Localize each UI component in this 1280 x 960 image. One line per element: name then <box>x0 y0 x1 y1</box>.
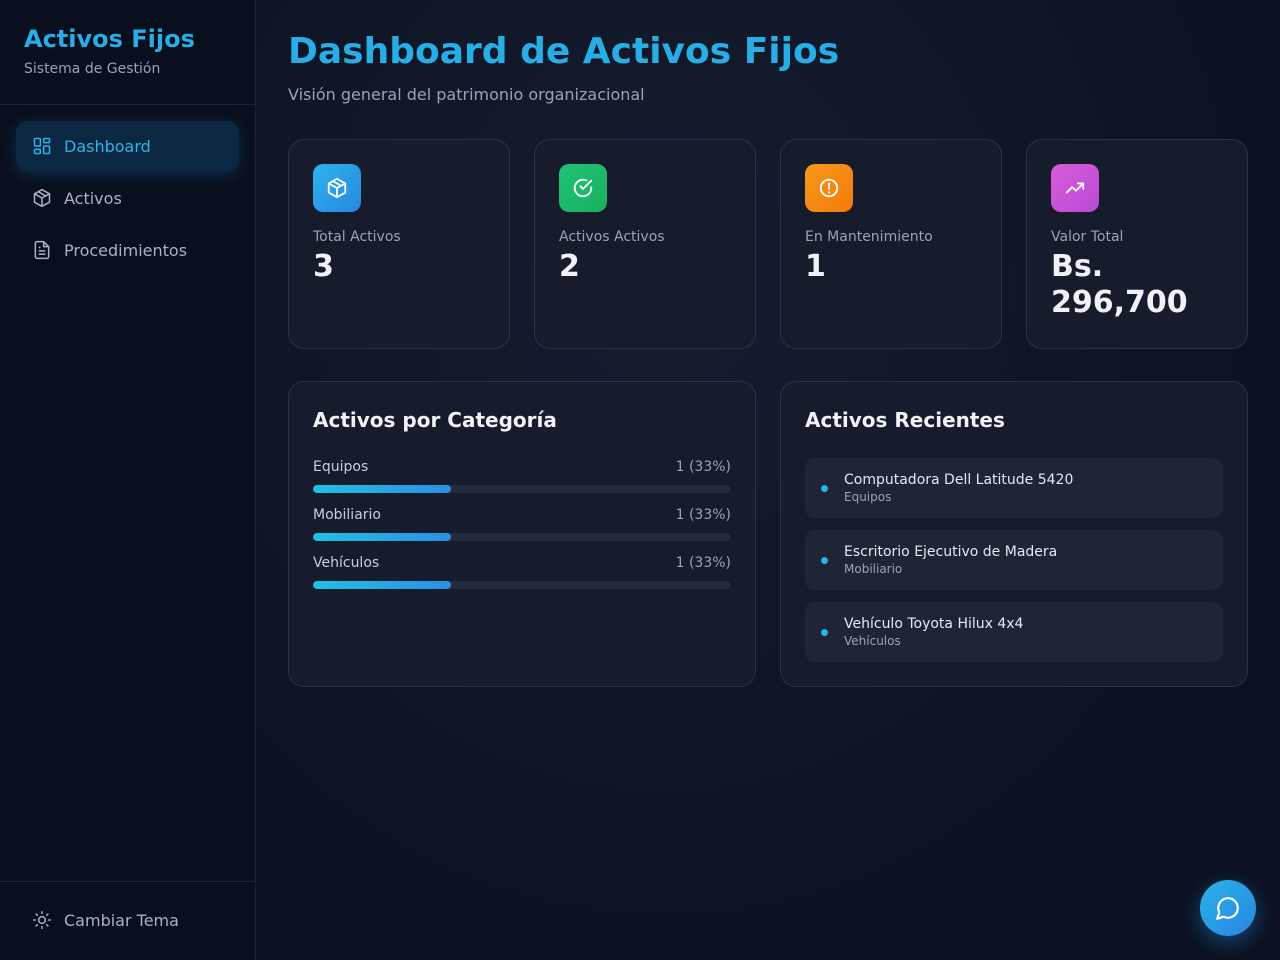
stat-label: En Mantenimiento <box>805 229 933 245</box>
stat-card-valor: Valor Total Bs. 296,700 <box>1026 139 1248 349</box>
sidebar-item-dashboard[interactable]: Dashboard <box>16 121 239 171</box>
stat-card-total: Total Activos 3 <box>288 139 510 349</box>
recent-list: Computadora Dell Latitude 5420 Equipos E… <box>805 458 1223 662</box>
category-progress-fill <box>313 581 451 589</box>
stats-row: Total Activos 3 Activos Activos 2 <box>288 139 1248 349</box>
category-progress-bar <box>313 581 731 589</box>
asset-name: Escritorio Ejecutivo de Madera <box>844 544 1058 560</box>
status-dot <box>821 556 828 564</box>
page-subtitle: Visión general del patrimonio organizaci… <box>288 85 645 104</box>
stat-card-activos: Activos Activos 2 <box>534 139 756 349</box>
recent-asset-item[interactable]: Computadora Dell Latitude 5420 Equipos <box>805 458 1223 518</box>
sidebar: Activos Fijos Sistema de Gestión Dashboa… <box>0 0 256 960</box>
category-progress-fill <box>313 533 451 541</box>
category-list: Equipos 1 (33%) Mobiliario 1 (33%) <box>313 459 731 589</box>
stat-label: Total Activos <box>313 229 401 245</box>
recent-asset-item[interactable]: Escritorio Ejecutivo de Madera Mobiliari… <box>805 530 1223 590</box>
asset-name: Computadora Dell Latitude 5420 <box>844 472 1074 488</box>
theme-toggle-button[interactable]: Cambiar Tema <box>32 910 223 930</box>
stat-value: 3 <box>313 249 334 284</box>
category-count: 1 (33%) <box>675 555 731 571</box>
category-row: Mobiliario 1 (33%) <box>313 507 731 541</box>
asset-name: Vehículo Toyota Hilux 4x4 <box>844 616 1024 632</box>
stat-value: 2 <box>559 249 580 284</box>
category-name: Mobiliario <box>313 507 381 523</box>
sidebar-item-procedimientos[interactable]: Procedimientos <box>16 225 239 275</box>
category-row: Vehículos 1 (33%) <box>313 555 731 589</box>
sidebar-item-activos[interactable]: Activos <box>16 173 239 223</box>
asset-category: Equipos <box>844 490 892 504</box>
stat-value: Bs. 296,700 <box>1051 249 1188 320</box>
stat-label: Valor Total <box>1051 229 1124 245</box>
category-name: Vehículos <box>313 555 380 571</box>
asset-category: Mobiliario <box>844 562 903 576</box>
category-count: 1 (33%) <box>675 459 731 475</box>
category-count: 1 (33%) <box>675 507 731 523</box>
brand-subtitle: Sistema de Gestión <box>24 61 161 77</box>
category-name: Equipos <box>313 459 369 475</box>
theme-toggle-label: Cambiar Tema <box>64 910 179 930</box>
check-circle-icon <box>559 164 607 212</box>
stat-card-mantenimiento: En Mantenimiento 1 <box>780 139 1002 349</box>
box-icon <box>32 188 52 208</box>
recent-asset-item[interactable]: Vehículo Toyota Hilux 4x4 Vehículos <box>805 602 1223 662</box>
page-title: Dashboard de Activos Fijos <box>288 31 840 72</box>
category-row: Equipos 1 (33%) <box>313 459 731 493</box>
box-icon <box>313 164 361 212</box>
panel-title: Activos Recientes <box>805 408 1005 432</box>
stat-label: Activos Activos <box>559 229 665 245</box>
sidebar-footer: Cambiar Tema <box>0 881 255 960</box>
dashboard-icon <box>32 136 52 156</box>
sidebar-nav: Dashboard Activos Procedimientos <box>0 105 255 293</box>
status-dot <box>821 628 828 636</box>
chat-button[interactable] <box>1200 880 1256 936</box>
category-progress-fill <box>313 485 451 493</box>
brand: Activos Fijos Sistema de Gestión <box>0 0 255 105</box>
chat-icon <box>1215 895 1241 921</box>
brand-title: Activos Fijos <box>24 25 195 53</box>
category-progress-bar <box>313 533 731 541</box>
categories-panel: Activos por Categoría Equipos 1 (33%) <box>288 381 756 687</box>
sidebar-item-label: Procedimientos <box>64 240 188 260</box>
sidebar-item-label: Dashboard <box>64 136 151 156</box>
panel-title: Activos por Categoría <box>313 408 557 432</box>
recent-assets-panel: Activos Recientes Computadora Dell Latit… <box>780 381 1248 687</box>
asset-category: Vehículos <box>844 634 901 648</box>
panels-row: Activos por Categoría Equipos 1 (33%) <box>288 381 1248 687</box>
main-content: Dashboard de Activos Fijos Visión genera… <box>256 0 1280 960</box>
stat-value: 1 <box>805 249 826 284</box>
category-progress-bar <box>313 485 731 493</box>
alert-circle-icon <box>805 164 853 212</box>
sidebar-item-label: Activos <box>64 188 122 208</box>
sun-icon <box>32 910 52 930</box>
status-dot <box>821 484 828 492</box>
document-icon <box>32 240 52 260</box>
trending-up-icon <box>1051 164 1099 212</box>
